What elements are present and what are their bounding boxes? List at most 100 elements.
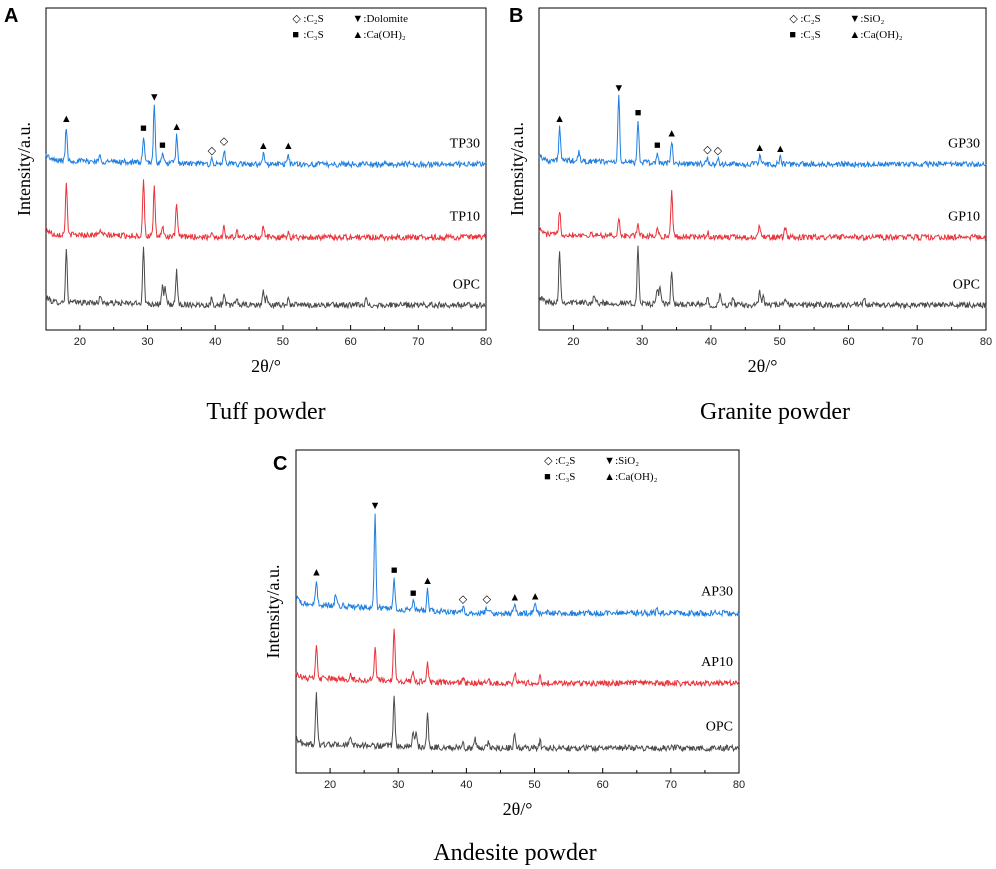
x-tick-label: 50 <box>277 336 289 348</box>
legend-symbol: ◇ <box>544 455 553 467</box>
panel-a: 20 30 40 50 60 70 80 2θ/° Intensity/a.u. A Tuff po… <box>4 5 492 425</box>
series-line-opc <box>45 246 487 310</box>
phase-marker: ◇ <box>220 136 229 148</box>
phase-marker: ▲ <box>775 143 786 155</box>
phase-marker: ▲ <box>422 575 433 587</box>
phase-marker: ▲ <box>509 591 520 603</box>
phase-marker: ▼ <box>370 500 381 512</box>
phase-marker: ◇ <box>208 145 217 157</box>
x-tick-label: 60 <box>842 336 854 348</box>
phase-marker: ◇ <box>483 594 492 606</box>
x-tick-label: 20 <box>567 336 579 348</box>
series-line-tp10 <box>45 179 487 242</box>
legend-symbol: ▼ <box>352 13 363 25</box>
plot-frame <box>538 7 987 331</box>
x-tick-label: 50 <box>528 779 540 791</box>
phase-marker: ■ <box>410 587 417 599</box>
legend-symbol: ■ <box>544 471 551 483</box>
x-axis-title: 2θ/° <box>251 356 281 376</box>
phase-marker: ▲ <box>171 121 182 133</box>
x-axis-title: 2θ/° <box>748 356 778 376</box>
series-line-ap30 <box>295 513 740 618</box>
phase-marker: ◇ <box>459 593 468 605</box>
legend-symbol: ◇ <box>789 13 798 25</box>
panel-c: 20 30 40 50 60 70 80 2θ/° Intensity/a.u. C Andesit… <box>263 449 745 866</box>
x-axis-title: 2θ/° <box>503 799 533 819</box>
panel-caption: Tuff powder <box>206 399 325 425</box>
panel-letter: B <box>509 5 523 27</box>
x-tick-label: 70 <box>911 336 923 348</box>
phase-marker: ▼ <box>613 82 624 94</box>
x-tick-label: 70 <box>412 336 424 348</box>
phase-marker: ▲ <box>61 113 72 125</box>
plot-frame <box>45 7 487 331</box>
phase-marker: ▲ <box>754 142 765 154</box>
series-label-ap30: AP30 <box>701 585 733 600</box>
legend-label: :Ca(OH)₂ <box>860 29 902 41</box>
series-line-gp30 <box>538 94 987 169</box>
legend-label: :C₂S <box>800 13 820 25</box>
legend-label: :SiO₂ <box>860 13 884 25</box>
series-line-tp30 <box>45 104 487 170</box>
x-tick-label: 30 <box>392 779 404 791</box>
x-tick-label: 80 <box>480 336 492 348</box>
phase-marker: ■ <box>159 140 166 152</box>
legend-label: :C₃S <box>303 29 323 41</box>
series-label-opc: OPC <box>706 720 733 735</box>
x-tick-label: 50 <box>774 336 786 348</box>
x-tick-label: 70 <box>665 779 677 791</box>
legend-symbol: ▼ <box>604 455 615 467</box>
plot-frame <box>295 449 740 774</box>
y-axis-title: Intensity/a.u. <box>263 565 283 659</box>
series-line-gp10 <box>538 189 987 242</box>
legend-symbol: ▼ <box>849 13 860 25</box>
y-axis-title: Intensity/a.u. <box>507 122 527 216</box>
panel-letter: A <box>4 5 18 27</box>
panel-b: 20 30 40 50 60 70 80 2θ/° Intensity/a.u. B Granite… <box>507 5 992 425</box>
legend-label: :Ca(OH)₂ <box>615 471 657 483</box>
phase-marker: ▲ <box>283 140 294 152</box>
phase-marker: ▲ <box>666 127 677 139</box>
phase-marker: ◇ <box>714 145 723 157</box>
legend-label: :C₃S <box>800 29 820 41</box>
x-tick-label: 40 <box>705 336 717 348</box>
phase-marker: ◇ <box>703 144 712 156</box>
x-tick-label: 40 <box>209 336 221 348</box>
y-axis-title: Intensity/a.u. <box>14 122 34 216</box>
phase-marker: ▲ <box>530 590 541 602</box>
series-line-opc <box>538 245 987 310</box>
series-line-opc <box>295 692 740 753</box>
legend-symbol: ▲ <box>849 29 860 41</box>
series-label-opc: OPC <box>453 277 480 292</box>
series-label-opc: OPC <box>953 277 980 292</box>
x-tick-label: 40 <box>460 779 472 791</box>
phase-marker: ▲ <box>311 567 322 579</box>
legend-symbol: ▲ <box>352 29 363 41</box>
legend-label: :C₂S <box>303 13 323 25</box>
legend-symbol: ■ <box>789 29 796 41</box>
series-label-tp10: TP10 <box>450 210 480 225</box>
series-label-gp30: GP30 <box>948 137 980 152</box>
panel-caption: Granite powder <box>700 399 850 425</box>
legend-symbol: ▲ <box>604 471 615 483</box>
x-tick-label: 20 <box>324 779 336 791</box>
legend-label: :Dolomite <box>363 13 408 25</box>
phase-marker: ■ <box>635 107 642 119</box>
x-tick-label: 80 <box>733 779 745 791</box>
x-tick-label: 30 <box>636 336 648 348</box>
phase-marker: ■ <box>391 565 398 577</box>
x-tick-label: 30 <box>141 336 153 348</box>
x-tick-label: 60 <box>597 779 609 791</box>
legend-symbol: ◇ <box>292 13 301 25</box>
phase-marker: ▲ <box>554 113 565 125</box>
series-label-tp30: TP30 <box>450 137 480 152</box>
x-tick-label: 20 <box>74 336 86 348</box>
legend-label: :C₂S <box>555 455 575 467</box>
phase-marker: ▲ <box>258 140 269 152</box>
series-label-ap10: AP10 <box>701 655 733 670</box>
series-label-gp10: GP10 <box>948 210 980 225</box>
phase-marker: ■ <box>140 122 147 134</box>
x-tick-label: 80 <box>980 336 992 348</box>
legend-label: :C₃S <box>555 471 575 483</box>
